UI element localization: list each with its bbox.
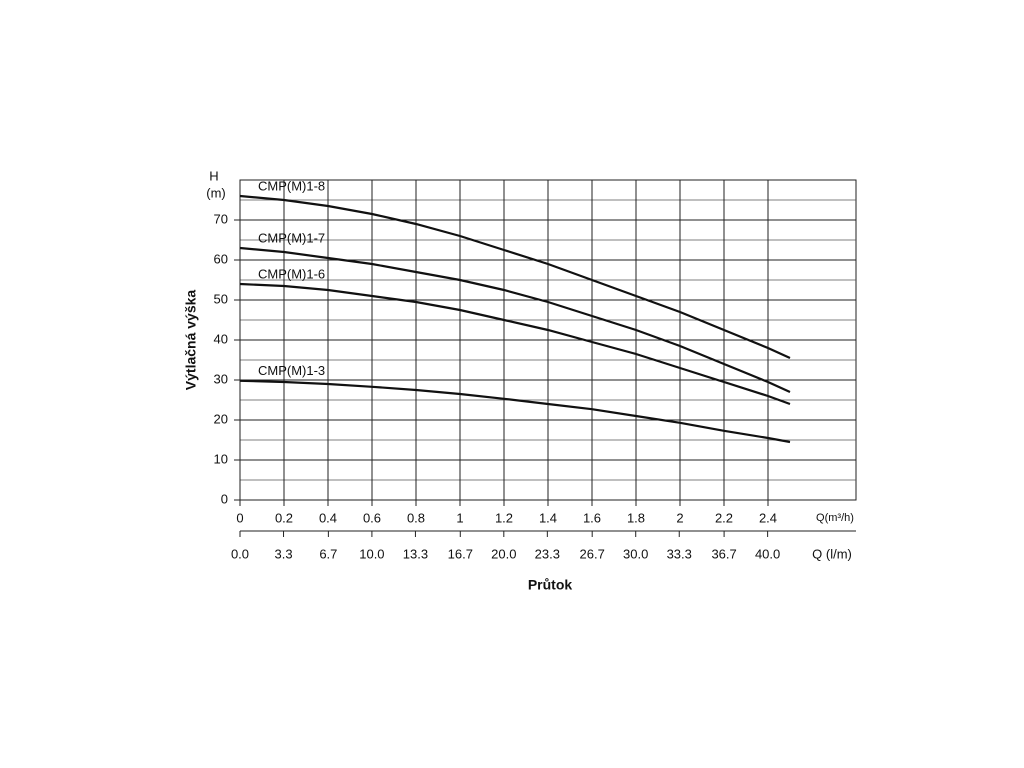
x2-tick-label: 13.3 <box>403 546 428 561</box>
x2-tick-label: 33.3 <box>667 546 692 561</box>
x-tick-label: 0.8 <box>407 510 425 525</box>
y-tick-label: 70 <box>214 211 228 226</box>
x2-unit: Q (l/m) <box>812 546 852 561</box>
x2-tick-label: 10.0 <box>359 546 384 561</box>
y-axis-title: Výtlačná výška <box>183 290 199 391</box>
curve-label: CMP(M)1-6 <box>258 266 325 281</box>
x-tick-label: 0.2 <box>275 510 293 525</box>
x-tick-label: 1 <box>456 510 463 525</box>
y-tick-label: 40 <box>214 331 228 346</box>
y-tick-label: 0 <box>221 491 228 506</box>
y-tick-label: 10 <box>214 451 228 466</box>
curve <box>239 282 791 406</box>
x2-tick-label: 20.0 <box>491 546 516 561</box>
x2-tick-label: 16.7 <box>448 546 473 561</box>
y-tick-label: 20 <box>214 411 228 426</box>
curve-label: CMP(M)1-7 <box>258 230 325 245</box>
y-unit: (m) <box>206 185 226 200</box>
x-tick-label: 0 <box>236 510 243 525</box>
x-tick-label: 1.6 <box>583 510 601 525</box>
y-tick-label: 60 <box>214 251 228 266</box>
curve-label: CMP(M)1-8 <box>258 178 325 193</box>
x2-tick-label: 3.3 <box>274 546 292 561</box>
curve-label: CMP(M)1-3 <box>258 363 325 378</box>
y-tick-label: 30 <box>214 371 228 386</box>
x-tick-label: 0.4 <box>319 510 337 525</box>
x2-tick-label: 40.0 <box>755 546 780 561</box>
y-tick-label: 50 <box>214 291 228 306</box>
x-tick-label: 1.2 <box>495 510 513 525</box>
curve <box>239 194 791 360</box>
x-tick-label: 2 <box>676 510 683 525</box>
y-unit-top: H <box>209 168 218 183</box>
curve <box>239 246 791 394</box>
x2-tick-label: 0.0 <box>231 546 249 561</box>
curve <box>239 379 791 444</box>
x-tick-label: 2.2 <box>715 510 733 525</box>
x2-tick-label: 26.7 <box>580 546 605 561</box>
x-tick-label: 2.4 <box>759 510 777 525</box>
x-tick-label: 1.4 <box>539 510 557 525</box>
x2-tick-label: 36.7 <box>711 546 736 561</box>
x-axis-title: Průtok <box>528 577 573 593</box>
x2-tick-label: 6.7 <box>319 546 337 561</box>
x2-tick-label: 30.0 <box>623 546 648 561</box>
x-tick-label: 0.6 <box>363 510 381 525</box>
x2-tick-label: 23.3 <box>535 546 560 561</box>
x-unit: Q(m³/h) <box>816 512 854 524</box>
x-tick-label: 1.8 <box>627 510 645 525</box>
